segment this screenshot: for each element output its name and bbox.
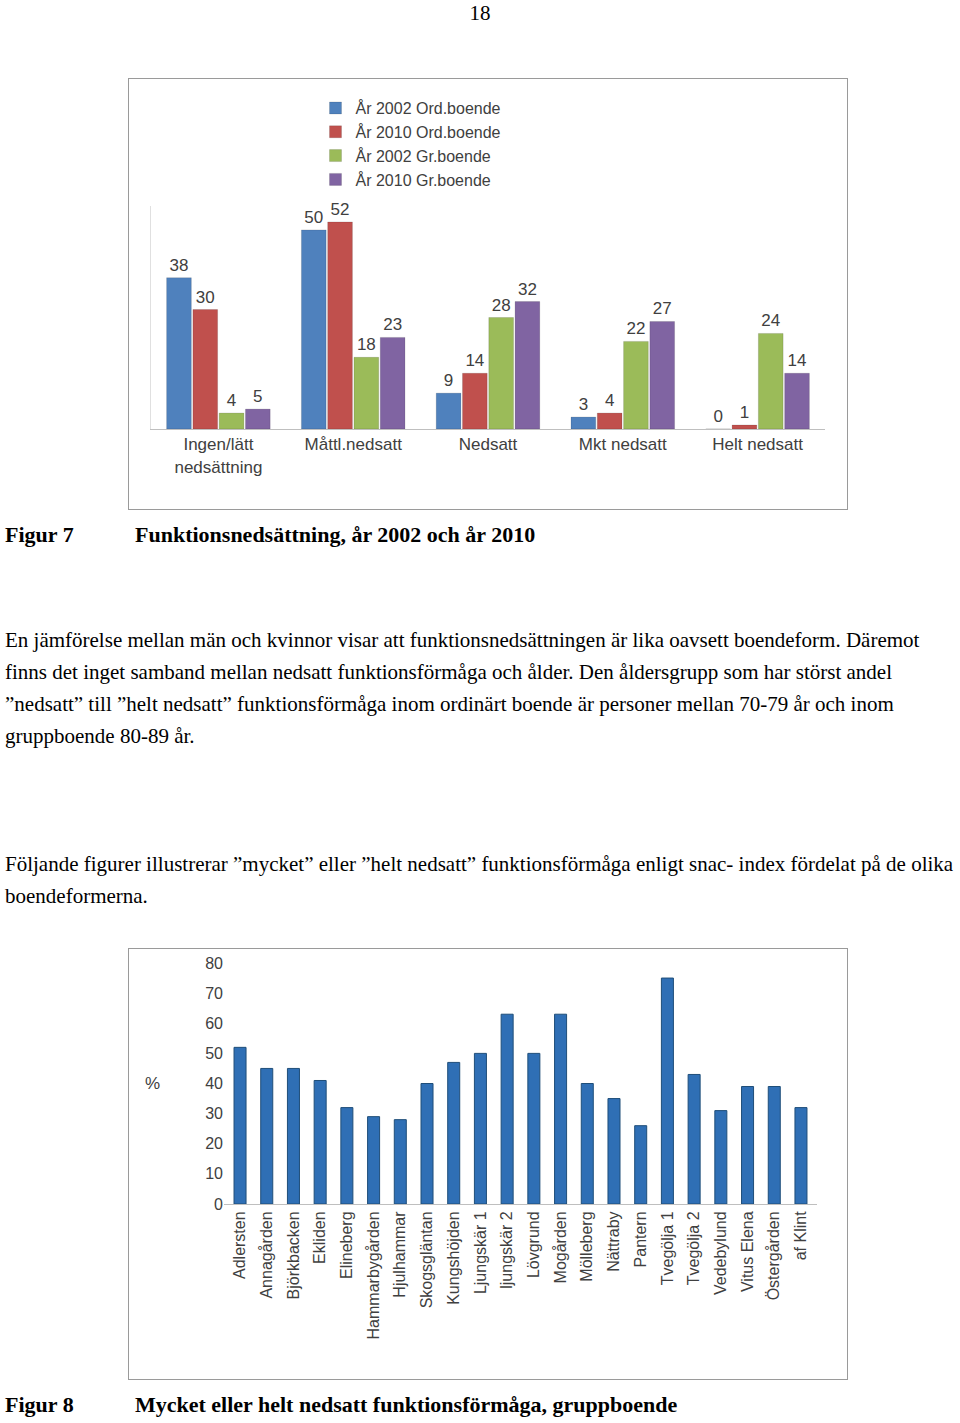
svg-text:20: 20 [205,1135,223,1152]
svg-text:40: 40 [205,1075,223,1092]
svg-text:5: 5 [253,387,262,406]
svg-text:3: 3 [579,395,588,414]
html-text:Funktionsnedsättning, år 2002: Funktionsnedsättning, år 2002 och år 201… [135,522,536,547]
svg-text:4: 4 [227,391,236,410]
svg-text:Hjulhammar: Hjulhammar [392,1211,409,1298]
svg-text:Vedebylund: Vedebylund [712,1211,729,1295]
svg-text:Lövgrund: Lövgrund [525,1211,542,1278]
svg-text:30: 30 [196,288,215,307]
svg-text:9: 9 [444,371,453,390]
svg-text:Björkbacken: Björkbacken [285,1211,302,1299]
svg-text:Ljungskär 1: Ljungskär 1 [472,1211,489,1294]
svg-text:Ekliden: Ekliden [311,1211,328,1263]
svg-text:50: 50 [304,208,323,227]
svg-text:38: 38 [170,256,189,275]
svg-text:10: 10 [205,1165,223,1182]
svg-text:År 2010 Ord.boende: År 2010 Ord.boende [356,123,501,141]
svg-text:Elineberg: Elineberg [338,1211,355,1279]
svg-text:50: 50 [205,1045,223,1062]
svg-text:28: 28 [492,296,511,315]
svg-text:Mkt nedsatt: Mkt nedsatt [579,435,667,454]
svg-text:Pantern: Pantern [632,1211,649,1267]
svg-text:ljungskär 2: ljungskär 2 [498,1211,515,1288]
html-text:Figur 8: Figur 8 [5,1392,74,1417]
svg-text:Vitus Elena: Vitus Elena [739,1211,756,1292]
svg-text:14: 14 [465,351,484,370]
svg-text:Adlersten: Adlersten [231,1211,248,1279]
svg-text:32: 32 [518,280,537,299]
svg-text:%: % [145,1074,160,1093]
svg-text:Ingen/lättnedsättning: Ingen/lättnedsättning [174,435,262,476]
svg-text:Nättraby: Nättraby [605,1211,622,1271]
html-text:En jämförelse mellan män och k: En jämförelse mellan män och kvinnor vis… [5,628,920,748]
svg-text:Hammarbygården: Hammarbygården [365,1211,382,1339]
svg-text:Måttl.nedsatt: Måttl.nedsatt [305,435,403,454]
svg-text:70: 70 [205,985,223,1002]
html-text:Figur 7: Figur 7 [5,522,74,547]
svg-text:År 2002 Gr.boende: År 2002 Gr.boende [356,147,491,165]
svg-text:1: 1 [740,403,749,422]
svg-text:0: 0 [713,407,722,426]
svg-text:Kungshöjden: Kungshöjden [445,1211,462,1304]
svg-text:14: 14 [788,351,807,370]
svg-text:År 2010 Gr.boende: År 2010 Gr.boende [356,171,491,189]
svg-text:Mogården: Mogården [552,1211,569,1283]
svg-text:4: 4 [605,391,614,410]
svg-text:80: 80 [205,955,223,972]
svg-text:60: 60 [205,1015,223,1032]
html-text:18: 18 [469,1,491,25]
svg-text:Skogsgläntan: Skogsgläntan [418,1211,435,1308]
html-text:Mycket eller helt nedsatt funk: Mycket eller helt nedsatt funktionsförmå… [135,1392,678,1417]
svg-text:27: 27 [653,299,672,318]
svg-text:22: 22 [626,319,645,338]
svg-text:Nedsatt: Nedsatt [459,435,518,454]
svg-text:Tvegölja 1: Tvegölja 1 [659,1211,676,1285]
svg-text:52: 52 [331,200,350,219]
svg-text:Tvegölja 2: Tvegölja 2 [685,1211,702,1285]
svg-text:af Klint: af Klint [792,1211,809,1260]
svg-text:0: 0 [214,1196,223,1213]
svg-text:24: 24 [761,311,780,330]
svg-text:Östergården: Östergården [765,1211,782,1300]
svg-text:30: 30 [205,1105,223,1122]
html-text:Följande figurer illustrerar ”: Följande figurer illustrerar ”mycket” el… [5,852,954,908]
svg-text:23: 23 [383,315,402,334]
svg-text:18: 18 [357,335,376,354]
svg-text:Annagården: Annagården [258,1211,275,1298]
svg-text:År 2002 Ord.boende: År 2002 Ord.boende [356,99,501,117]
svg-text:Helt nedsatt: Helt nedsatt [712,435,803,454]
svg-text:Mölleberg: Mölleberg [578,1211,595,1281]
